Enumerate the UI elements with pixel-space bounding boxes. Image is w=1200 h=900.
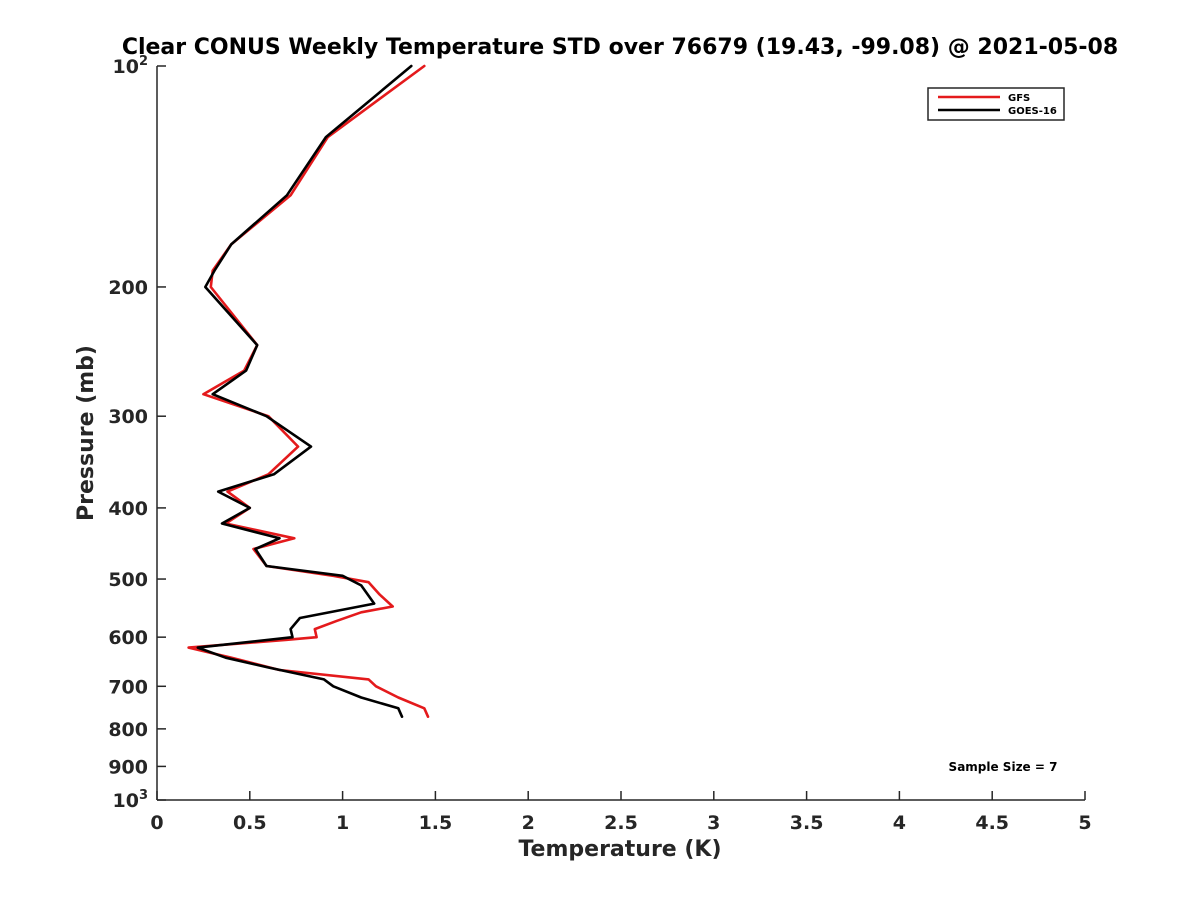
legend-label: GFS xyxy=(1008,93,1030,104)
y-tick-base: 10 xyxy=(113,56,139,78)
legend-label: GOES-16 xyxy=(1008,106,1057,117)
y-tick-label: 200 xyxy=(108,277,148,299)
y-tick-label: 900 xyxy=(108,756,148,778)
x-tick-label: 0 xyxy=(150,812,163,834)
x-tick-label: 2 xyxy=(522,812,535,834)
chart-title: Clear CONUS Weekly Temperature STD over … xyxy=(122,35,1118,60)
x-tick-label: 3.5 xyxy=(790,812,824,834)
plot-axes: 0 0.5 1 1.5 2 2.5 3 3.5 4 4.5 51022003004005006007… xyxy=(108,54,1091,834)
y-tick-label: 500 xyxy=(108,569,148,591)
y-tick-label: 800 xyxy=(108,719,148,741)
y-tick-label: 400 xyxy=(108,498,148,520)
legend: GFS GOES-16 xyxy=(927,87,1065,121)
legend-box xyxy=(927,87,1065,121)
x-axis-label: Temperature (K) xyxy=(518,837,721,862)
x-tick-label: 4 xyxy=(893,812,906,834)
y-tick-exponent: 3 xyxy=(139,788,148,803)
x-tick-label: 2.5 xyxy=(604,812,638,834)
x-tick-label: 4.5 xyxy=(975,812,1009,834)
sample-size-annotation: Sample Size = 7 xyxy=(949,760,1058,774)
y-tick-exponent: 2 xyxy=(139,54,148,69)
x-tick-label: 5 xyxy=(1078,812,1091,834)
x-tick-label: 0.5 xyxy=(233,812,267,834)
x-tick-label: 1.5 xyxy=(419,812,453,834)
x-tick-label: 3 xyxy=(707,812,720,834)
y-tick-label: 300 xyxy=(108,406,148,428)
y-tick-label: 700 xyxy=(108,676,148,698)
series-layer xyxy=(187,64,430,719)
y-tick-label: 600 xyxy=(108,627,148,649)
series-line-goes-16 xyxy=(196,64,413,719)
y-tick-base: 10 xyxy=(113,790,139,812)
y-tick-label: 103 xyxy=(113,788,149,812)
y-axis-label: Pressure (mb) xyxy=(74,345,99,521)
x-tick-label: 1 xyxy=(336,812,349,834)
y-tick-label: 102 xyxy=(113,54,149,78)
